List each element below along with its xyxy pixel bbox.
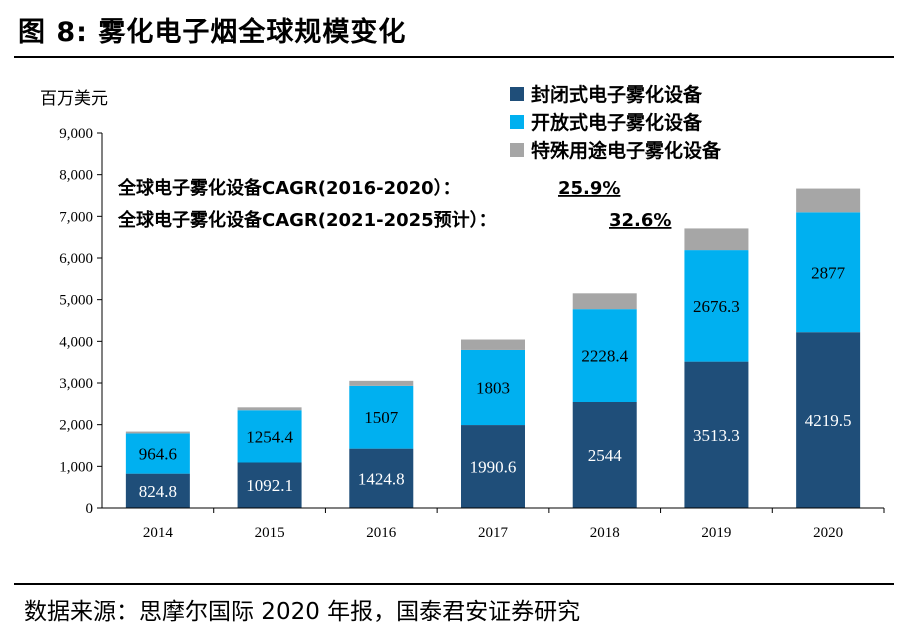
x-tick-label: 2020 — [813, 525, 843, 541]
y-tick-label: 2,000 — [59, 418, 93, 434]
legend-label-closed: 封闭式电子雾化设备 — [531, 83, 703, 106]
y-tick-label: 8,000 — [59, 168, 93, 184]
bar-segment-open-2014 — [125, 433, 190, 474]
cagr-annotations: 全球电子雾化设备CAGR(2016-2020）： 25.9% 全球电子雾化设备C… — [117, 177, 671, 231]
bar-segment-special-2017 — [461, 339, 525, 350]
bar-segment-special-2015 — [237, 407, 302, 411]
data-label: 1803 — [476, 378, 510, 397]
legend-label-special: 特殊用途电子雾化设备 — [531, 139, 722, 162]
x-tick-label: 2018 — [590, 525, 620, 541]
bottom-divider — [14, 583, 894, 585]
cagr-2016-2020-value: 25.9% — [558, 178, 620, 199]
data-label: 2676.3 — [693, 297, 740, 316]
x-axis: 2014 2015 2016 2017 2018 2019 2020 — [102, 507, 885, 541]
y-tick-label: 0 — [86, 501, 94, 517]
stacked-bar-chart: 百万美元 0 1,000 2,000 3,000 4,000 5,000 6,000 7,00… — [40, 83, 885, 541]
top-divider — [14, 56, 894, 58]
cagr-2021-2025-value: 32.6% — [609, 210, 671, 231]
bar-segment-open-2018 — [572, 309, 637, 402]
y-tick-label: 9,000 — [59, 126, 93, 142]
bar-segment-open-2017 — [461, 349, 525, 426]
y-tick-label: 3,000 — [59, 376, 93, 392]
y-tick-label: 4,000 — [59, 334, 93, 350]
x-tick-label: 2019 — [701, 525, 731, 541]
x-tick-label: 2014 — [143, 525, 174, 541]
legend: 封闭式电子雾化设备 开放式电子雾化设备 特殊用途电子雾化设备 — [510, 83, 722, 162]
data-source: 数据来源：思摩尔国际 2020 年报，国泰君安证券研究 — [24, 599, 581, 625]
x-tick-label: 2016 — [366, 525, 397, 541]
bar-segment-open-2016 — [349, 385, 414, 449]
bar-segment-special-2014 — [125, 431, 190, 434]
legend-label-open: 开放式电子雾化设备 — [531, 111, 703, 134]
data-label: 4219.5 — [805, 411, 852, 430]
bars: 824.8 964.6 1092.1 1254.4 1424.8 1507 1990.6 18… — [125, 188, 861, 508]
bar-segment-special-2016 — [349, 380, 414, 386]
bar-segment-special-2020 — [796, 188, 861, 213]
legend-swatch-open — [510, 115, 524, 129]
data-label: 3513.3 — [693, 426, 740, 445]
bar-segment-closed-2019 — [684, 361, 749, 508]
bar-segment-open-2019 — [684, 250, 749, 362]
bar-segment-open-2015 — [237, 410, 302, 463]
data-label: 2877 — [811, 263, 846, 282]
y-tick-label: 7,000 — [59, 209, 93, 225]
data-label: 824.8 — [139, 482, 177, 501]
data-label: 2544 — [588, 446, 623, 465]
x-tick-label: 2017 — [478, 525, 509, 541]
cagr-2016-2020-label: 全球电子雾化设备CAGR(2016-2020）： — [117, 177, 461, 199]
legend-swatch-closed — [510, 87, 524, 101]
page-title: 图 8: 雾化电子烟全球规模变化 — [18, 17, 407, 48]
bar-segment-special-2018 — [572, 293, 637, 310]
bar-segment-closed-2017 — [461, 425, 525, 508]
bar-segment-closed-2014 — [125, 473, 190, 508]
y-axis: 0 1,000 2,000 3,000 4,000 5,000 6,000 7,000 8,00… — [59, 126, 103, 517]
cagr-2021-2025-label: 全球电子雾化设备CAGR(2021-2025预计）： — [117, 209, 497, 231]
y-tick-label: 6,000 — [59, 251, 93, 267]
bar-segment-closed-2020 — [796, 332, 861, 508]
bar-segment-open-2020 — [796, 212, 861, 333]
y-tick-label: 5,000 — [59, 293, 93, 309]
bar-segment-closed-2018 — [572, 402, 637, 508]
bar-segment-closed-2016 — [349, 448, 414, 508]
data-label: 964.6 — [139, 445, 177, 464]
data-label: 1507 — [364, 408, 399, 427]
data-label: 1254.4 — [246, 427, 293, 446]
data-label: 2228.4 — [581, 347, 628, 366]
y-axis-unit: 百万美元 — [40, 89, 108, 109]
bar-segment-special-2019 — [684, 228, 749, 251]
data-label: 1092.1 — [246, 476, 293, 495]
y-tick-label: 1,000 — [59, 459, 93, 475]
data-label: 1990.6 — [470, 458, 517, 477]
bar-segment-closed-2015 — [237, 462, 302, 508]
legend-swatch-special — [510, 143, 524, 157]
data-label: 1424.8 — [358, 469, 405, 488]
x-tick-label: 2015 — [255, 525, 285, 541]
